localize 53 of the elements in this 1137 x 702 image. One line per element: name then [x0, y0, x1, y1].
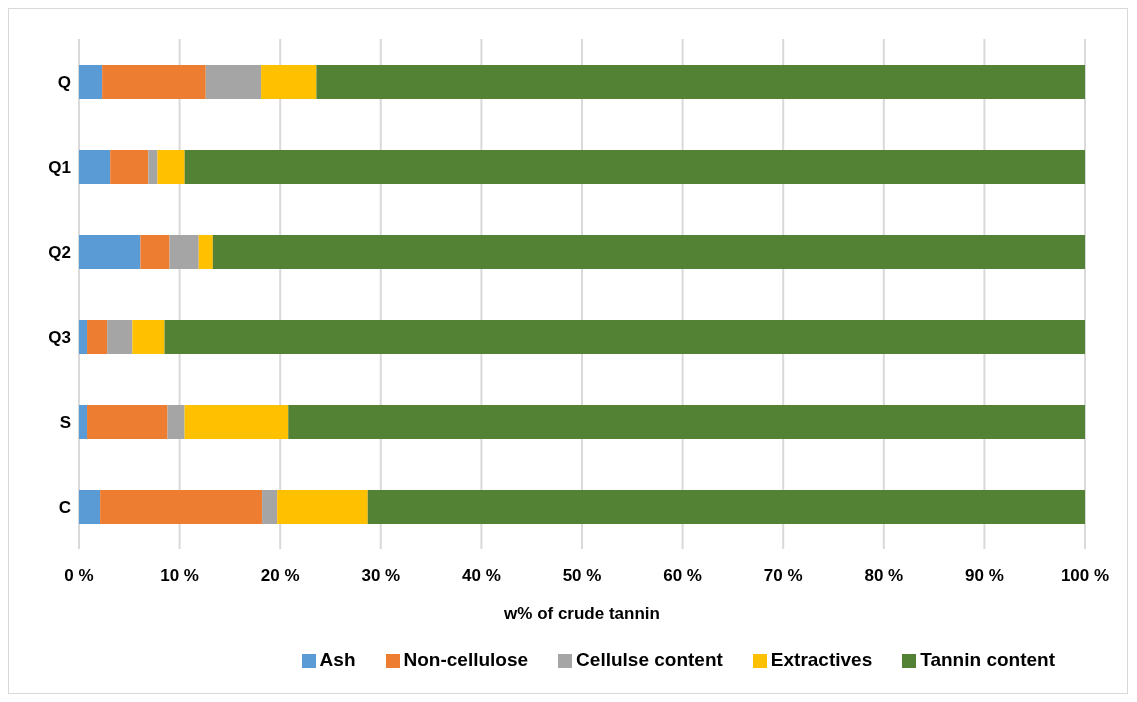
- bar: [148, 150, 158, 184]
- bar: [100, 490, 263, 524]
- bar: [277, 490, 368, 524]
- bar: [167, 405, 185, 439]
- bar: [184, 150, 1085, 184]
- bar: [169, 235, 199, 269]
- bar: [107, 320, 133, 354]
- bar: [87, 320, 108, 354]
- x-tick-label: 10 %: [160, 566, 199, 586]
- y-tick-label: C: [58, 497, 71, 517]
- bar: [79, 150, 111, 184]
- y-tick-label: Q1: [48, 157, 71, 177]
- bar: [288, 405, 1085, 439]
- x-tick-label: 60 %: [663, 566, 702, 586]
- legend-label: Ash: [319, 649, 356, 670]
- bar: [79, 65, 103, 99]
- bar: [102, 65, 206, 99]
- bar: [212, 235, 1085, 269]
- x-tick-label: 90 %: [965, 566, 1004, 586]
- bar: [262, 490, 278, 524]
- bar: [367, 490, 1085, 524]
- x-tick-label: 50 %: [562, 566, 602, 586]
- x-tick-label: 30 %: [361, 566, 401, 586]
- bar: [261, 65, 317, 99]
- x-tick-label: 0 %: [64, 566, 94, 586]
- bar: [205, 65, 262, 99]
- y-tick-label: S: [59, 412, 71, 432]
- bar: [110, 150, 149, 184]
- bar: [87, 405, 168, 439]
- legend-label: Cellulse content: [576, 649, 723, 670]
- bar: [79, 320, 88, 354]
- legend-label: Extractives: [770, 649, 873, 670]
- bar: [140, 235, 170, 269]
- y-tick-label: Q: [57, 72, 71, 92]
- x-tick-label: 100 %: [1060, 566, 1110, 586]
- x-tick-label: 70 %: [763, 566, 803, 586]
- x-tick-label: 40 %: [462, 566, 501, 586]
- bar: [132, 320, 165, 354]
- legend-label: Non-cellulose: [403, 649, 529, 670]
- y-tick-label: Q2: [48, 242, 71, 262]
- bar: [79, 490, 101, 524]
- bar: [164, 320, 1085, 354]
- y-tick-label: Q3: [48, 327, 71, 347]
- x-axis-title: w% of crude tannin: [503, 604, 660, 623]
- bar: [198, 235, 213, 269]
- x-tick-label: 20 %: [260, 566, 300, 586]
- legend-label: Tannin content: [920, 649, 1055, 670]
- bar: [79, 405, 88, 439]
- bar: [316, 65, 1085, 99]
- bar: [79, 235, 141, 269]
- bar: [157, 150, 185, 184]
- x-tick-label: 80 %: [864, 566, 904, 586]
- bar: [184, 405, 289, 439]
